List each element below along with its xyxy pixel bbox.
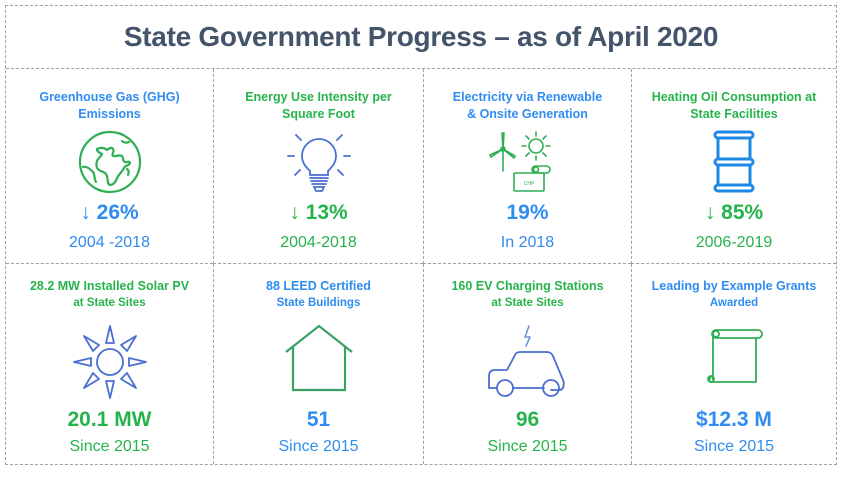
sun-icon bbox=[6, 324, 213, 400]
wind-turbine-icon bbox=[488, 132, 516, 172]
tile-title-line1: 88 LEED Certified bbox=[266, 279, 371, 293]
tile-title: Energy Use Intensity per Square Foot bbox=[214, 89, 423, 123]
tile-period: 2006-2019 bbox=[695, 234, 773, 251]
tile-title-line1: 160 EV Charging Stations bbox=[451, 279, 604, 293]
tile-period: Since 2015 bbox=[487, 438, 568, 455]
tile-value: 19% bbox=[506, 201, 549, 224]
tile-period: In 2018 bbox=[500, 234, 555, 251]
tile-title-line2: Awarded bbox=[709, 297, 759, 309]
lightbulb-icon bbox=[214, 129, 423, 195]
tile-title-line2: Square Foot bbox=[282, 107, 355, 121]
tile-title-line2: & Onsite Generation bbox=[467, 107, 588, 121]
small-sun-icon bbox=[520, 131, 551, 161]
header: State Government Progress – as of April … bbox=[6, 6, 836, 69]
house-icon bbox=[214, 324, 423, 400]
tile-title-line2: at State Sites bbox=[491, 297, 564, 309]
tile-title-line2: State Facilities bbox=[690, 107, 778, 121]
tile-title-line1: Leading by Example Grants bbox=[651, 279, 817, 293]
tile-title-line1: Energy Use Intensity per bbox=[245, 90, 392, 104]
tile-title: 88 LEED Certified State Buildings bbox=[214, 278, 423, 312]
tile-title-line1: 28.2 MW Installed Solar PV bbox=[29, 279, 190, 293]
tile-period: 2004-2018 bbox=[280, 234, 357, 251]
tile-title-line1: Greenhouse Gas (GHG) bbox=[39, 90, 180, 104]
tile-title: 28.2 MW Installed Solar PV at State Site… bbox=[6, 278, 213, 312]
globe-icon bbox=[6, 129, 213, 195]
tile-title-line2: at State Sites bbox=[73, 297, 146, 309]
metrics-grid: Greenhouse Gas (GHG) Emissions ↓ 26% 200… bbox=[6, 69, 836, 464]
tile-title: 160 EV Charging Stations at State Sites bbox=[424, 278, 631, 312]
tile-solar-pv: 28.2 MW Installed Solar PV at State Site… bbox=[6, 264, 213, 464]
tile-value: $12.3 M bbox=[696, 408, 772, 431]
tile-period: 2004 -2018 bbox=[69, 234, 150, 251]
tile-value: ↓ 26% bbox=[80, 201, 139, 224]
tile-ghg-emissions: Greenhouse Gas (GHG) Emissions ↓ 26% 200… bbox=[6, 69, 213, 264]
tile-leed-buildings: 88 LEED Certified State Buildings 51 Sin… bbox=[213, 264, 423, 464]
chp-unit-icon bbox=[512, 165, 551, 192]
tile-period: Since 2015 bbox=[278, 438, 359, 455]
tile-title: Electricity via Renewable & Onsite Gener… bbox=[424, 89, 631, 123]
tile-title: Leading by Example Grants Awarded bbox=[632, 278, 836, 312]
wind-solar-chp-icon: CHP bbox=[424, 129, 631, 195]
tile-value: ↓ 85% bbox=[704, 201, 764, 224]
tile-heating-oil: Heating Oil Consumption at State Facilit… bbox=[631, 69, 836, 264]
oil-barrel-icon bbox=[632, 129, 836, 195]
tile-value: 96 bbox=[515, 408, 540, 431]
page-title: State Government Progress – as of April … bbox=[123, 21, 719, 52]
tile-title-line2: Emissions bbox=[78, 107, 141, 121]
tile-period: Since 2015 bbox=[693, 438, 775, 455]
tile-period: Since 2015 bbox=[69, 438, 150, 455]
chp-label: CHP bbox=[523, 181, 534, 187]
tile-grants: Leading by Example Grants Awarded $12.3 … bbox=[631, 264, 836, 464]
tile-title: Heating Oil Consumption at State Facilit… bbox=[632, 89, 836, 123]
tile-title-line1: Heating Oil Consumption at bbox=[651, 90, 817, 104]
tile-value: ↓ 13% bbox=[289, 201, 348, 224]
scroll-icon bbox=[632, 324, 836, 400]
tile-ev-charging: 160 EV Charging Stations at State Sites … bbox=[423, 264, 631, 464]
tile-title-line2: State Buildings bbox=[276, 297, 361, 309]
infographic-frame: State Government Progress – as of April … bbox=[5, 5, 837, 465]
electric-car-icon bbox=[424, 324, 631, 400]
tile-title: Greenhouse Gas (GHG) Emissions bbox=[6, 89, 213, 123]
tile-value: 20.1 MW bbox=[67, 408, 152, 431]
tile-energy-use-intensity: Energy Use Intensity per Square Foot bbox=[213, 69, 423, 264]
tile-title-line1: Electricity via Renewable bbox=[452, 90, 603, 104]
tile-value: 51 bbox=[306, 408, 331, 431]
tile-renewable-electricity: Electricity via Renewable & Onsite Gener… bbox=[423, 69, 631, 264]
